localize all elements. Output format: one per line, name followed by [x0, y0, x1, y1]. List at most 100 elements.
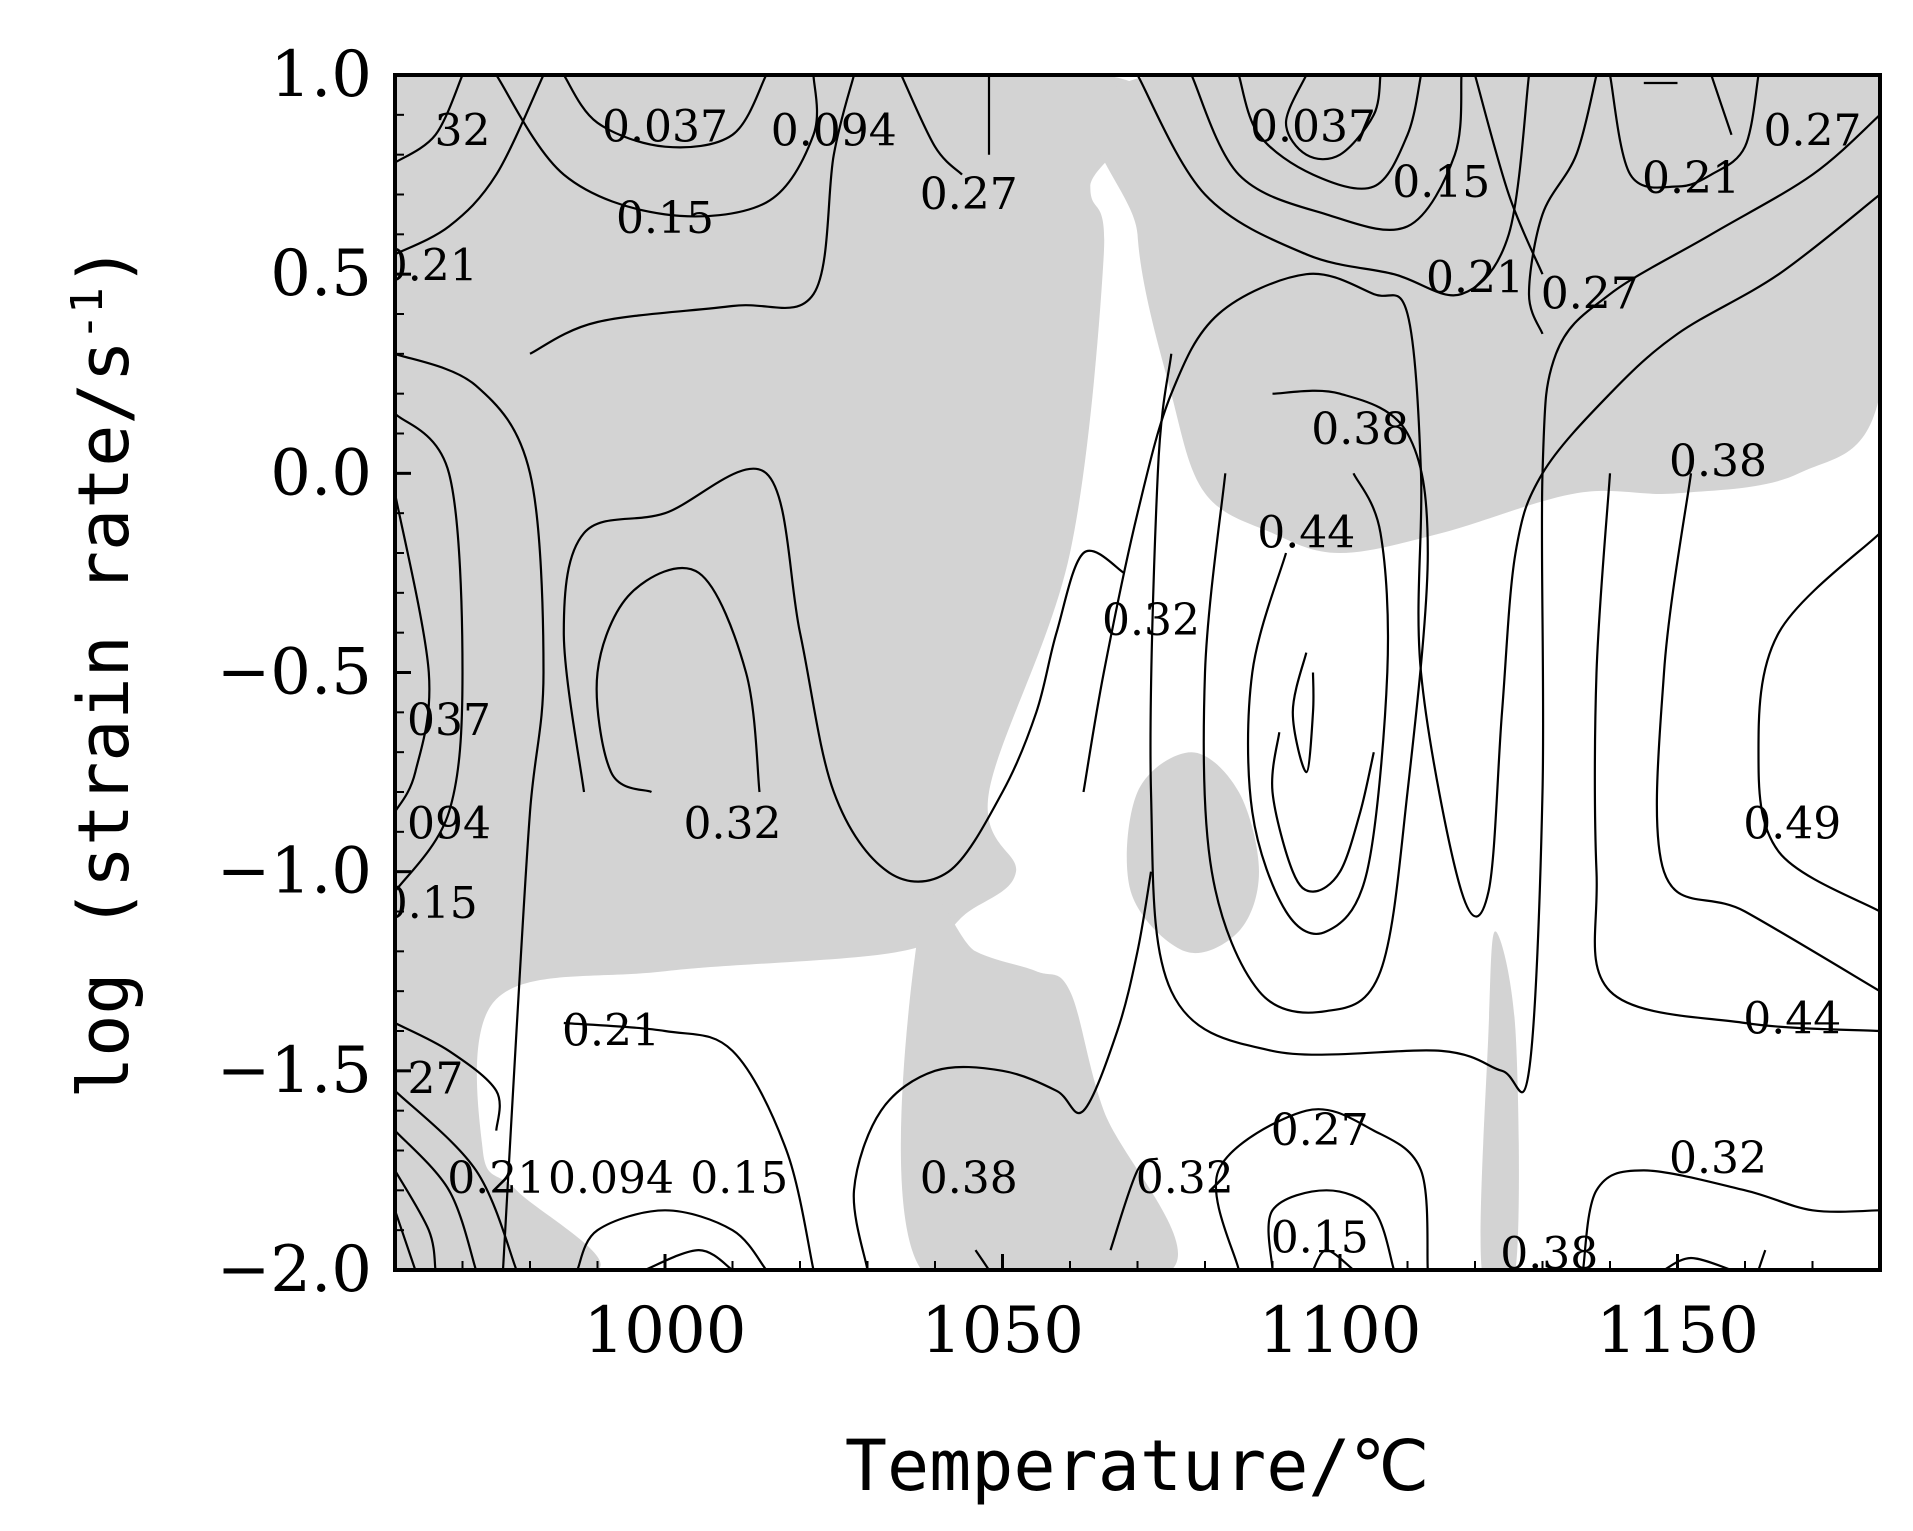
y-axis-title: log (strain rate/s-1) [62, 245, 145, 1099]
contour-line-42 [1267, 1189, 1396, 1270]
contour-label-9: 0.27 [1764, 105, 1862, 156]
x-axis-title: Temperature/℃ [845, 1425, 1429, 1507]
contour-line-40 [1757, 532, 1880, 913]
contour-line-8 [395, 1169, 437, 1270]
contour-line-29 [1284, 75, 1382, 161]
contour-label-4: 0.21 [380, 241, 478, 292]
contour-line-1 [395, 75, 545, 256]
contour-line-43 [1312, 1248, 1355, 1270]
shaded-region-2 [1126, 752, 1259, 954]
contour-label-28: 0.32 [1136, 1153, 1234, 1204]
contour-label-30: 0.32 [1669, 1133, 1767, 1184]
contour-line-11 [495, 75, 819, 218]
contour-line-20 [852, 871, 1153, 1270]
contour-line-16 [562, 467, 1125, 883]
contour-line-34 [1473, 75, 1544, 275]
contour-line-18 [576, 1209, 768, 1270]
contour-label-22: 0.21 [562, 1006, 660, 1057]
x-tick-label-1: 1050 [921, 1294, 1084, 1368]
contour-line-35 [1608, 75, 1760, 189]
contour-label-20: 0.49 [1743, 798, 1841, 849]
contour-line-17 [563, 1021, 815, 1270]
contour-label-1: 0.037 [602, 101, 728, 152]
contour-line-33 [1527, 75, 1598, 335]
contour-label-25: 0.094 [548, 1153, 674, 1204]
contour-label-0: 32 [435, 105, 491, 156]
contour-line-36 [1710, 75, 1733, 136]
contour-line-28 [1149, 113, 1880, 1094]
contour-label-23: 27 [408, 1053, 464, 1104]
y-tick-label-1: 0.5 [270, 237, 372, 311]
y-axis-title-main: log (strain rate/s [63, 340, 145, 1099]
y-tick-label-6: −2.0 [217, 1233, 372, 1307]
contour-line-27 [1202, 389, 1429, 1014]
contour-line-15 [595, 567, 761, 794]
contour-line-5 [395, 1022, 501, 1131]
contour-line-24 [1271, 732, 1375, 893]
x-tick-label-0: 1000 [584, 1294, 747, 1368]
contour-label-32: 0.38 [1500, 1229, 1598, 1280]
contour-label-21: 0.44 [1743, 994, 1841, 1045]
y-tick-label-2: 0.0 [270, 436, 372, 510]
contour-line-0 [395, 75, 464, 164]
contour-label-10: 0.21 [1426, 253, 1524, 304]
contour-label-13: 0.38 [1669, 436, 1767, 487]
contour-line-44 [1581, 1169, 1880, 1270]
contour-label-5: 0.27 [920, 169, 1018, 220]
contour-line-45 [1663, 1256, 1732, 1270]
contour-line-6 [395, 1090, 518, 1270]
contour-label-29: 0.27 [1271, 1105, 1369, 1156]
contour-label-8: 0.21 [1642, 153, 1740, 204]
contour-labels: 32 0.037 0.094 0.15 0.21 0.27 0.037 0.15 0.21 0.2… [380, 101, 1862, 1280]
contour-label-19: 0.32 [684, 798, 782, 849]
contour-label-18: 0.15 [380, 878, 478, 929]
contour-line-32 [1136, 75, 1531, 297]
y-tick-label-5: −1.5 [217, 1034, 372, 1108]
x-tick-label-3: 1150 [1596, 1294, 1759, 1368]
contour-line-14 [529, 75, 856, 355]
contour-line-19 [644, 1248, 734, 1270]
shaded-regions [395, 75, 1880, 1270]
contour-line-31 [1190, 75, 1463, 231]
contour-label-14: 0.44 [1257, 508, 1355, 559]
contour-label-26: 0.15 [690, 1153, 788, 1204]
shaded-region-4 [1480, 931, 1519, 1270]
contour-label-3: 0.15 [616, 193, 714, 244]
contour-label-16: 037 [407, 695, 491, 746]
contour-line-26 [1246, 472, 1390, 936]
contour-label-6: 0.037 [1250, 101, 1376, 152]
contour-line-10 [562, 75, 768, 149]
contour-line-38 [1593, 473, 1880, 1033]
contour-label-17: 094 [407, 798, 491, 849]
contour-label-7: 0.15 [1392, 157, 1490, 208]
contour-line-3 [395, 412, 464, 893]
contour-label-15: 0.32 [1102, 595, 1200, 646]
x-tick-label-2: 1100 [1259, 1294, 1422, 1368]
contour-label-12: 0.38 [1311, 404, 1409, 455]
y-tick-label-3: −0.5 [217, 636, 372, 710]
y-tick-label-0: 1.0 [270, 38, 372, 112]
contour-line-7 [395, 1129, 478, 1270]
contour-line-2 [395, 352, 545, 1270]
shaded-region-1 [1091, 75, 1880, 553]
contour-line-39 [1655, 473, 1880, 993]
contour-label-2: 0.094 [771, 105, 897, 156]
contour-label-27: 0.38 [920, 1153, 1018, 1204]
contour-line-41 [1214, 1108, 1429, 1270]
shaded-region-0 [395, 75, 1152, 1270]
y-tick-label-4: −1.0 [217, 835, 372, 909]
contour-label-24: 0.21 [447, 1153, 545, 1204]
contour-line-25 [1291, 652, 1315, 774]
axis-ticks: 1000 1050 1100 1150 1.0 0.5 0.0 −0.5 −1.0 −1.5 −2.… [217, 38, 1881, 1368]
contour-line-12 [900, 75, 963, 176]
contour-line-46 [1757, 1249, 1767, 1270]
y-axis-title-close: ) [63, 245, 145, 287]
contour-label-31: 0.15 [1271, 1213, 1369, 1264]
contour-line-22 [1109, 1157, 1159, 1251]
contour-lines [395, 75, 1880, 1270]
contour-line-30 [1237, 75, 1423, 190]
contour-line-4 [395, 493, 431, 813]
contour-label-11: 0.27 [1541, 269, 1639, 320]
y-axis-title-sup: -1 [62, 287, 113, 340]
